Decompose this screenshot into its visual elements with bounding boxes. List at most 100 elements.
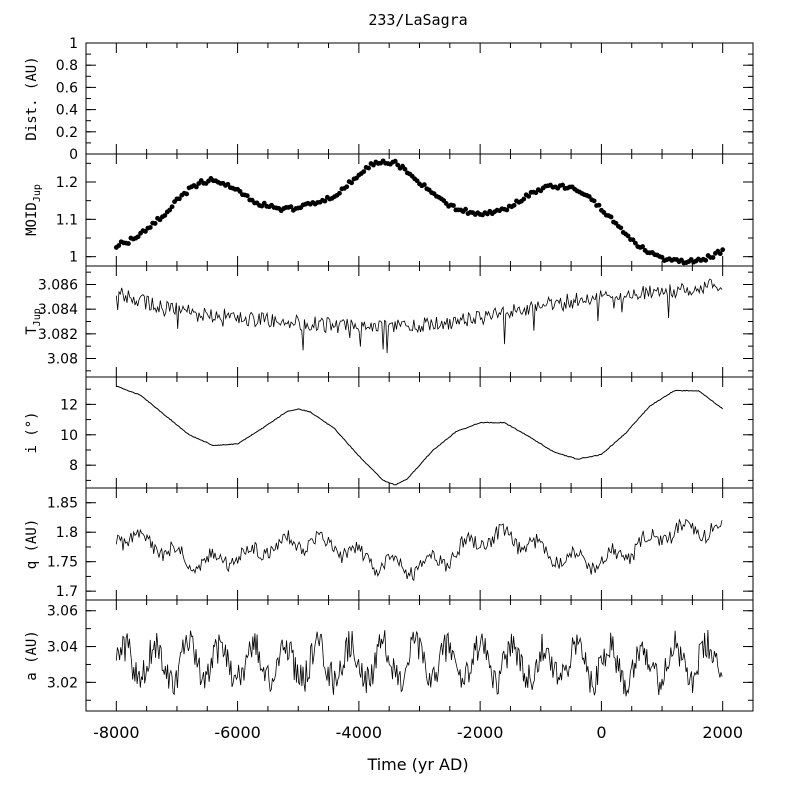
y-tick-label: 0.8 xyxy=(56,58,78,74)
moid-point xyxy=(659,254,665,260)
x-tick-label: -6000 xyxy=(214,723,261,742)
moid-point xyxy=(504,207,510,213)
moid-point xyxy=(184,191,190,197)
y-axis-label: a (AU) xyxy=(24,630,40,681)
moid-point xyxy=(193,184,199,190)
panel-moid: 1 1.1 1.2 MOIDJup xyxy=(24,153,754,267)
moid-point xyxy=(608,214,614,220)
panel-frame xyxy=(85,265,754,378)
moid-point xyxy=(349,180,354,186)
y-tick-label: 1 xyxy=(69,36,78,52)
moid-point xyxy=(392,158,398,164)
panels: 0 0.2 0.4 0.6 0.8 1 Dist. (AU) 1 1.1 1.2 MOIDJup 3.… xyxy=(24,36,754,712)
y-tick-label: 3.04 xyxy=(47,640,78,656)
x-axis: -8000 -6000 -4000 -2000 0 2000 xyxy=(93,723,743,742)
moid-point xyxy=(143,229,148,234)
y-axis-label: Dist. (AU) xyxy=(24,56,40,140)
x-tick-label: 2000 xyxy=(702,723,743,742)
moid-point xyxy=(720,247,726,253)
y-tick-label: 0.2 xyxy=(56,125,78,141)
moid-point xyxy=(560,182,566,188)
q-line xyxy=(115,518,723,582)
x-tick-label: -8000 xyxy=(93,723,140,742)
moid-point xyxy=(152,221,158,226)
y-tick-label: 10 xyxy=(60,428,78,444)
moid-point xyxy=(511,202,517,208)
y-tick-label: 12 xyxy=(60,397,78,413)
moid-point xyxy=(169,204,175,210)
y-axis-label: MOIDJup xyxy=(24,184,43,236)
moid-point xyxy=(162,213,168,218)
x-tick-label: -2000 xyxy=(457,723,504,742)
moid-point xyxy=(167,207,173,213)
moid-point xyxy=(288,204,294,210)
y-tick-label: 0.4 xyxy=(56,103,78,119)
y-tick-label: 3.08 xyxy=(47,352,78,368)
a-line xyxy=(115,629,723,697)
panel-q: 1.7 1.75 1.8 1.85 q (AU) xyxy=(24,487,754,601)
moid-point xyxy=(625,233,631,239)
panel-frame xyxy=(85,599,754,712)
moid-point xyxy=(344,184,350,190)
y-tick-label: 0 xyxy=(69,147,78,163)
x-tick-label: 0 xyxy=(596,723,606,742)
y-tick-label: 8 xyxy=(69,458,78,474)
moid-point xyxy=(361,169,367,175)
y-axis-label: q (AU) xyxy=(24,519,40,570)
moid-point xyxy=(526,193,532,199)
panel-dist: 0 0.2 0.4 0.6 0.8 1 Dist. (AU) xyxy=(24,36,754,163)
moid-point xyxy=(703,257,709,263)
moid-point xyxy=(451,203,456,208)
moid-points xyxy=(113,158,726,266)
panel-a: 3.02 3.04 3.06 a (AU) xyxy=(24,599,754,712)
moid-point xyxy=(395,162,401,168)
moid-point xyxy=(463,206,468,212)
panel-frame xyxy=(85,487,754,601)
moid-point xyxy=(402,166,408,172)
moid-point xyxy=(596,202,602,208)
moid-point xyxy=(710,255,716,260)
moid-point xyxy=(337,190,342,196)
moid-point xyxy=(640,244,646,249)
y-axis-label: TJup xyxy=(24,308,43,335)
moid-point xyxy=(116,243,122,248)
moid-point xyxy=(586,194,592,199)
y-tick-label: 3.086 xyxy=(38,278,78,294)
y-tick-label: 0.6 xyxy=(56,80,78,96)
moid-point xyxy=(630,237,636,243)
moid-point xyxy=(147,225,153,230)
inclination-line xyxy=(116,385,724,486)
y-tick-label: 3.06 xyxy=(47,604,78,620)
moid-point xyxy=(591,198,597,204)
y-tick-label: 1.2 xyxy=(56,175,78,191)
y-tick-label: 1 xyxy=(69,250,78,266)
moid-point xyxy=(244,193,250,199)
y-tick-label: 3.02 xyxy=(47,675,78,691)
y-tick-label: 1.75 xyxy=(47,555,78,571)
moid-point xyxy=(421,182,427,188)
y-tick-label: 3.084 xyxy=(38,302,78,318)
tjup-line xyxy=(115,278,723,354)
moid-point xyxy=(176,196,182,202)
y-tick-label: 1.8 xyxy=(56,525,78,541)
panel-frame xyxy=(85,153,754,267)
moid-point xyxy=(225,181,231,187)
moid-point xyxy=(135,234,141,240)
moid-point xyxy=(366,165,371,171)
y-tick-label: 3.082 xyxy=(38,327,78,343)
moid-point xyxy=(618,225,624,231)
moid-point xyxy=(717,251,723,257)
y-axis-label: i (°) xyxy=(24,411,40,453)
moid-point xyxy=(632,240,638,246)
moid-point xyxy=(322,198,328,204)
y-tick-label: 1.1 xyxy=(56,212,78,228)
moid-point xyxy=(521,196,527,202)
chart-title: 233/LaSagra xyxy=(368,11,467,29)
x-axis-label: Time (yr AD) xyxy=(366,755,468,774)
panel-incl: 8 10 12 i (°) xyxy=(24,376,754,489)
panel-frame xyxy=(85,42,754,155)
moid-point xyxy=(126,241,131,246)
y-tick-label: 1.85 xyxy=(47,496,78,512)
